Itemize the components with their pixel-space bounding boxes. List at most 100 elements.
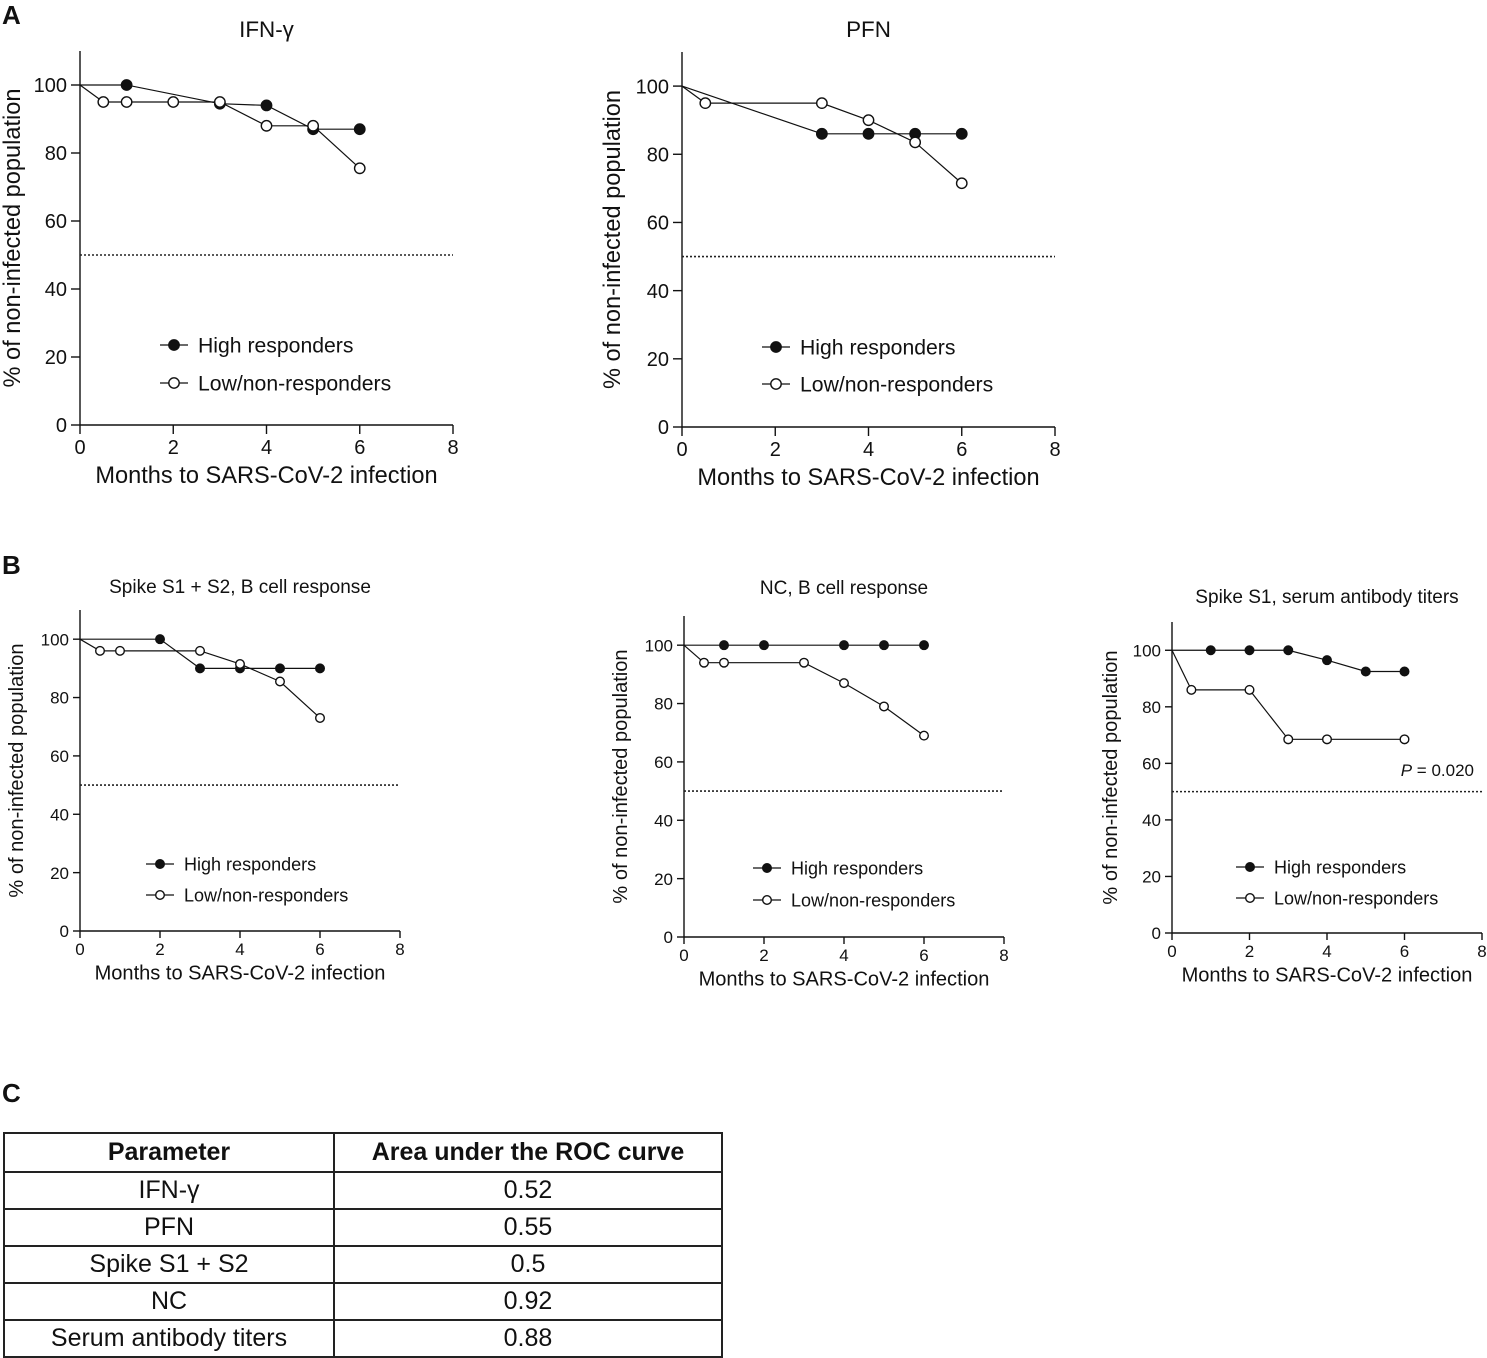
- low-responders-point: [213, 96, 226, 108]
- roc-parameter-cell: IFN-γ: [3, 1171, 335, 1210]
- table-row: Serum antibody titers 0.88: [3, 1319, 723, 1358]
- legend-low-label: Low/non-responders: [198, 373, 391, 396]
- roc-parameter-cell: Serum antibody titers: [3, 1319, 335, 1358]
- y-axis-label: % of non-infected population: [1100, 650, 1122, 904]
- y-tick-label: 100: [1133, 641, 1161, 660]
- legend-low-label: Low/non-responders: [800, 374, 993, 397]
- y-tick-label: 0: [56, 415, 67, 437]
- legend-high-label: High responders: [1274, 857, 1406, 877]
- high-responders-point: [919, 640, 930, 651]
- low-responders-point: [234, 658, 245, 669]
- roc-auc-cell: 0.92: [333, 1282, 723, 1321]
- roc-auc-cell: 0.5: [333, 1245, 723, 1284]
- x-tick-label: 6: [919, 946, 928, 965]
- x-tick-label: 6: [1400, 942, 1409, 961]
- low-responders-point: [1186, 684, 1197, 695]
- y-tick-label: 40: [647, 281, 669, 303]
- high-responders-point: [1399, 666, 1410, 677]
- legend-low-marker: [770, 378, 782, 390]
- panel-label-a: A: [2, 0, 21, 30]
- x-tick-label: 0: [676, 439, 687, 461]
- low-responders-point: [862, 114, 875, 127]
- high-responders-line: [681, 85, 962, 135]
- low-responders-point: [1244, 684, 1255, 695]
- high-responders-point: [275, 663, 286, 674]
- y-tick-label: 0: [60, 922, 69, 941]
- x-tick-label: 4: [235, 940, 244, 959]
- legend-low-marker: [168, 377, 180, 389]
- panel-label-c: C: [2, 1078, 21, 1108]
- low-responders-point: [699, 657, 710, 668]
- low-responders-point: [839, 678, 850, 689]
- roc-parameter-cell: PFN: [3, 1208, 335, 1247]
- y-tick-label: 80: [1142, 698, 1161, 717]
- high-responders-point: [1205, 645, 1216, 656]
- legend-low-marker: [1244, 893, 1255, 904]
- high-responders-point: [353, 123, 366, 136]
- high-responders-point: [839, 640, 850, 651]
- low-responders-point: [97, 96, 110, 108]
- x-axis-label: Months to SARS-CoV-2 infection: [95, 963, 386, 985]
- y-tick-label: 20: [1142, 868, 1161, 887]
- legend-high-marker: [1244, 862, 1255, 873]
- y-tick-label: 80: [647, 144, 669, 166]
- legend-low-marker: [154, 890, 165, 901]
- chart-title: IFN-γ: [239, 17, 295, 42]
- x-tick-label: 0: [75, 940, 84, 959]
- y-tick-label: 100: [645, 636, 673, 655]
- x-tick-label: 8: [1049, 439, 1060, 461]
- roc-auc-cell: 0.88: [333, 1319, 723, 1358]
- x-axis-label: Months to SARS-CoV-2 infection: [1182, 965, 1473, 987]
- low-responders-point: [167, 96, 180, 108]
- high-responders-point: [955, 127, 968, 140]
- y-tick-label: 60: [654, 753, 673, 772]
- table-row: PFN 0.55: [3, 1208, 723, 1247]
- x-tick-label: 8: [999, 946, 1008, 965]
- low-responders-point: [719, 657, 730, 668]
- x-tick-label: 8: [1477, 942, 1486, 961]
- legend: High responders Low/non-responders: [160, 335, 391, 396]
- low-responders-point: [699, 97, 712, 110]
- y-tick-label: 0: [658, 417, 669, 439]
- y-tick-label: 40: [1142, 811, 1161, 830]
- roc-auc-cell: 0.52: [333, 1171, 723, 1210]
- x-tick-label: 2: [1245, 942, 1254, 961]
- x-tick-label: 2: [770, 439, 781, 461]
- chart-title: Spike S1, serum antibody titers: [1195, 587, 1458, 608]
- low-responders-point: [799, 657, 810, 668]
- y-axis-label: % of non-infected population: [600, 90, 626, 389]
- legend-high-label: High responders: [800, 337, 955, 360]
- x-tick-label: 6: [315, 940, 324, 959]
- legend-high-label: High responders: [184, 854, 316, 874]
- roc-table-header-row: Parameter Area under the ROC curve: [3, 1132, 723, 1173]
- x-tick-label: 4: [261, 437, 272, 459]
- low-responders-point: [1399, 734, 1410, 745]
- high-responders-line: [80, 84, 360, 130]
- low-responders-point: [260, 119, 273, 132]
- high-responders-point: [862, 127, 875, 140]
- high-responders-point: [154, 634, 165, 645]
- x-tick-label: 6: [956, 439, 967, 461]
- legend-high-label: High responders: [198, 335, 353, 358]
- x-tick-label: 4: [863, 439, 874, 461]
- y-tick-label: 100: [636, 76, 669, 98]
- low-responders-point: [307, 119, 320, 132]
- x-tick-label: 8: [395, 940, 404, 959]
- chart-title: NC, B cell response: [760, 578, 928, 599]
- legend-high-marker: [770, 341, 782, 353]
- x-axis-label: Months to SARS-CoV-2 infection: [697, 465, 1039, 491]
- y-tick-label: 40: [45, 279, 67, 301]
- low-responders-point: [120, 96, 133, 108]
- low-responders-point: [353, 162, 366, 175]
- y-tick-label: 40: [654, 811, 673, 830]
- x-tick-label: 2: [168, 437, 179, 459]
- high-responders-point: [759, 640, 770, 651]
- chart-3: 0 20 40 60 80 100 0 2 4 6 8 Months to SARS-CoV-2 in…: [6, 577, 405, 985]
- y-tick-label: 20: [45, 347, 67, 369]
- table-row: IFN-γ 0.52: [3, 1171, 723, 1210]
- y-axis-label: % of non-infected population: [6, 643, 28, 897]
- y-axis-label: % of non-infected population: [0, 88, 26, 387]
- roc-header-parameter: Parameter: [3, 1132, 335, 1173]
- x-tick-label: 2: [155, 940, 164, 959]
